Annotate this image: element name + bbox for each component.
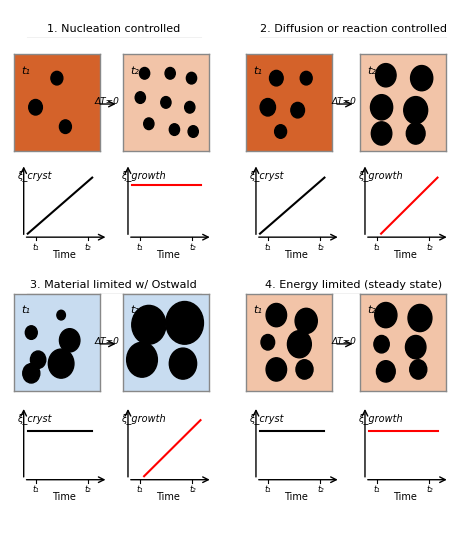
Text: Time: Time (393, 492, 417, 502)
Text: Time: Time (52, 250, 76, 260)
Text: t₂: t₂ (367, 66, 376, 75)
Circle shape (376, 361, 395, 382)
Text: 4. Energy limited (steady state): 4. Energy limited (steady state) (264, 280, 442, 290)
Circle shape (139, 67, 150, 79)
Circle shape (127, 342, 157, 377)
Circle shape (29, 100, 42, 115)
Text: ξ_cryst: ξ_cryst (17, 170, 52, 182)
Text: 1. Nucleation controlled: 1. Nucleation controlled (47, 24, 181, 34)
Circle shape (371, 122, 392, 145)
Circle shape (406, 123, 425, 144)
Text: t₁: t₁ (265, 485, 271, 494)
Circle shape (135, 92, 146, 103)
Text: t₂: t₂ (130, 66, 139, 75)
Circle shape (166, 301, 203, 344)
Circle shape (161, 96, 171, 108)
Circle shape (375, 64, 396, 87)
Text: Time: Time (284, 492, 308, 502)
Text: ξ_growth: ξ_growth (121, 413, 166, 424)
Text: ξ_growth: ξ_growth (121, 170, 166, 182)
Text: 2. Diffusion or reaction controlled: 2. Diffusion or reaction controlled (260, 24, 447, 34)
Circle shape (169, 348, 197, 379)
Text: t₁: t₁ (137, 243, 143, 252)
Text: ξ_cryst: ξ_cryst (17, 413, 52, 424)
Circle shape (132, 306, 166, 344)
Text: ξ_growth: ξ_growth (358, 170, 403, 182)
Text: ξ_cryst: ξ_cryst (249, 413, 284, 424)
Text: t₂: t₂ (189, 485, 196, 494)
Circle shape (408, 305, 432, 331)
Circle shape (144, 118, 154, 129)
Circle shape (270, 71, 283, 86)
Text: t₂: t₂ (317, 243, 324, 252)
Circle shape (57, 310, 65, 320)
Text: 3. Material limited w/ Ostwald: 3. Material limited w/ Ostwald (30, 280, 197, 290)
Circle shape (405, 335, 426, 359)
Circle shape (410, 66, 433, 91)
Circle shape (51, 71, 63, 85)
Text: t₁: t₁ (374, 243, 380, 252)
Text: t₂: t₂ (85, 485, 91, 494)
Circle shape (186, 72, 197, 84)
Text: t₁: t₁ (33, 243, 39, 252)
Circle shape (295, 308, 317, 334)
Text: t₁: t₁ (137, 485, 143, 494)
Circle shape (59, 329, 80, 352)
Text: t₁: t₁ (253, 66, 262, 75)
Circle shape (410, 360, 427, 379)
Text: t₂: t₂ (130, 306, 139, 315)
Circle shape (169, 124, 180, 135)
Text: t₂: t₂ (426, 243, 433, 252)
Text: t₂: t₂ (426, 485, 433, 494)
Text: ΔT=0: ΔT=0 (331, 337, 356, 345)
Circle shape (296, 360, 313, 379)
Circle shape (261, 335, 274, 350)
Text: Time: Time (156, 250, 180, 260)
Circle shape (287, 330, 311, 358)
Circle shape (266, 358, 287, 381)
Text: ξ_cryst: ξ_cryst (249, 170, 284, 182)
Circle shape (48, 349, 74, 378)
Circle shape (59, 120, 72, 134)
Circle shape (188, 126, 198, 137)
Text: t₁: t₁ (265, 243, 271, 252)
Text: Time: Time (393, 250, 417, 260)
Circle shape (291, 102, 304, 118)
Text: t₁: t₁ (21, 66, 30, 75)
Text: t₂: t₂ (367, 306, 376, 315)
Text: t₂: t₂ (317, 485, 324, 494)
Circle shape (266, 303, 287, 327)
Text: ΔT=0: ΔT=0 (94, 337, 119, 345)
Text: t₁: t₁ (33, 485, 39, 494)
Circle shape (23, 364, 40, 383)
Text: t₁: t₁ (374, 485, 380, 494)
Circle shape (25, 326, 37, 340)
Circle shape (185, 101, 195, 113)
Circle shape (404, 96, 428, 124)
Text: Time: Time (284, 250, 308, 260)
Text: ξ_growth: ξ_growth (358, 413, 403, 424)
Text: ΔT=0: ΔT=0 (94, 97, 119, 106)
Circle shape (375, 302, 397, 328)
Circle shape (165, 67, 175, 79)
Text: t₁: t₁ (21, 306, 30, 315)
Text: t₂: t₂ (85, 243, 91, 252)
Text: Time: Time (156, 492, 180, 502)
Text: ΔT=0: ΔT=0 (331, 97, 356, 106)
Circle shape (30, 351, 46, 369)
Text: Time: Time (52, 492, 76, 502)
Circle shape (371, 95, 392, 120)
Circle shape (374, 335, 389, 353)
Text: t₂: t₂ (189, 243, 196, 252)
Circle shape (300, 71, 312, 85)
Text: t₁: t₁ (253, 306, 262, 315)
Circle shape (260, 99, 275, 116)
Circle shape (274, 125, 287, 139)
